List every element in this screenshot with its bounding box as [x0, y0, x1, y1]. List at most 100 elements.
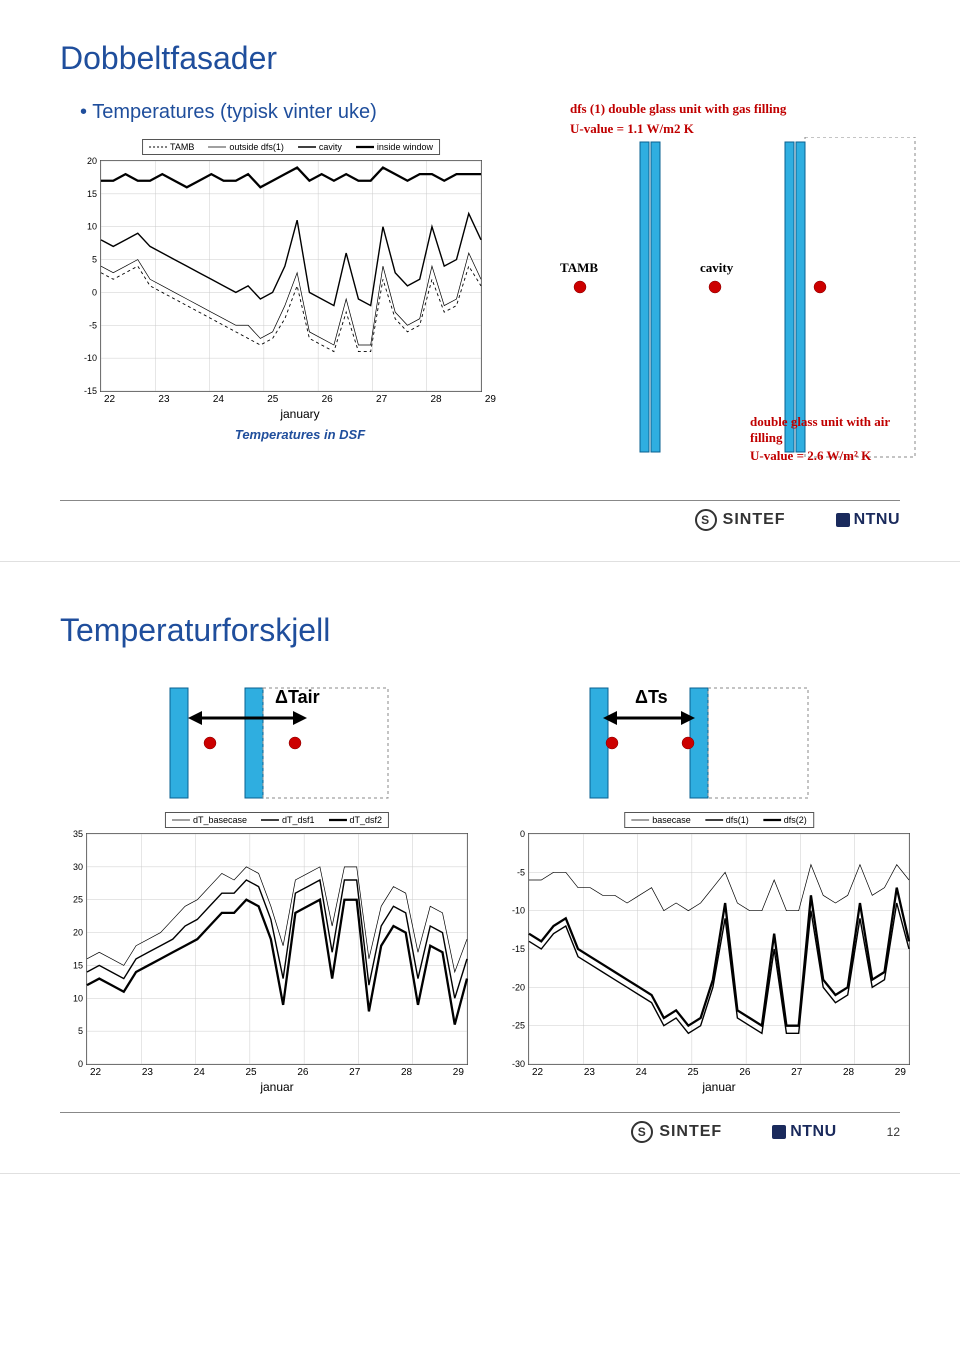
- tair-dot-r: [289, 737, 301, 749]
- chart1: TAMB outside dfs(1) cavity inside window…: [100, 160, 482, 392]
- footer-1: S SINTEF NTNU: [60, 500, 900, 531]
- pane-inner-1: [785, 142, 794, 452]
- dfs-bottom-label: double glass unit with air filling: [750, 414, 920, 446]
- facade-diagram: dfs (1) double glass unit with gas filli…: [520, 101, 920, 482]
- pane-outer-1: [640, 142, 649, 452]
- leg-tamb: TAMB: [149, 142, 194, 152]
- svg-text:35: 35: [73, 829, 83, 839]
- tair-arrow-l: [188, 711, 202, 725]
- svg-text:25: 25: [73, 895, 83, 905]
- svg-text:-15: -15: [512, 944, 525, 954]
- chart2l-xlabel: januar: [86, 1080, 468, 1094]
- slide1-row: Temperatures (typisk vinter uke) tempera…: [60, 101, 900, 482]
- dfs-u1: U-value = 1.1 W/m2 K: [570, 121, 920, 137]
- slide-1: Dobbeltfasader Temperatures (typisk vint…: [0, 0, 960, 562]
- ts-dot-r: [682, 737, 694, 749]
- leg2l-1: dT_dsf1: [261, 815, 315, 825]
- slide2-title: Temperaturforskjell: [60, 612, 900, 649]
- svg-text:-10: -10: [512, 906, 525, 916]
- ts-pane-outer: [590, 688, 608, 798]
- tair-label: ΔTair: [275, 687, 320, 707]
- svg-text:-20: -20: [512, 982, 525, 992]
- dot-cavity: [709, 281, 721, 293]
- tamb-text: TAMB: [560, 260, 598, 275]
- chart1-legend: TAMB outside dfs(1) cavity inside window: [142, 139, 440, 155]
- slide1-left: Temperatures (typisk vinter uke) tempera…: [60, 101, 500, 442]
- chart1-wrap: temperature [°C] TAMB outside dfs(1) cav…: [100, 160, 500, 442]
- leg-inside: inside window: [356, 142, 433, 152]
- leg2l-2: dT_dsf2: [329, 815, 383, 825]
- svg-text:-10: -10: [84, 353, 97, 363]
- leg2r-0: basecase: [631, 815, 691, 825]
- chart1-xlabel: january: [100, 407, 500, 421]
- leg2r-2: dfs(2): [763, 815, 807, 825]
- pane-outer-2: [651, 142, 660, 452]
- tair-pane-outer: [170, 688, 188, 798]
- chart2l-svg: 05101520253035: [87, 834, 467, 1064]
- ts-dot-l: [606, 737, 618, 749]
- chart2r-svg: -30-25-20-15-10-50: [529, 834, 909, 1064]
- dot-tamb: [574, 281, 586, 293]
- svg-text:-5: -5: [517, 867, 525, 877]
- room-outline: [805, 137, 915, 457]
- svg-text:0: 0: [520, 829, 525, 839]
- chart1-svg: -15-10-505101520: [101, 161, 481, 391]
- cavity-text: cavity: [700, 260, 734, 275]
- mini-diagrams: ΔTair ΔTs: [60, 673, 900, 803]
- tair-arrow-r: [293, 711, 307, 725]
- dfs-u2: U-value = 2.6 W/m² K: [750, 448, 920, 464]
- tair-dot-l: [204, 737, 216, 749]
- svg-text:5: 5: [92, 255, 97, 265]
- pane-inner-2: [796, 142, 805, 452]
- svg-text:0: 0: [92, 287, 97, 297]
- slide1-title: Dobbeltfasader: [60, 40, 900, 77]
- tair-pane-inner: [245, 688, 263, 798]
- svg-text:20: 20: [73, 928, 83, 938]
- svg-text:-30: -30: [512, 1059, 525, 1069]
- dot-inside: [814, 281, 826, 293]
- ts-label: ΔTs: [635, 687, 668, 707]
- slide2-charts: temperature difference [K] dT_basecase d…: [60, 833, 900, 1094]
- svg-text:5: 5: [78, 1026, 83, 1036]
- sintef-icon-2: S: [631, 1121, 653, 1143]
- ntnu-icon-2: [772, 1125, 786, 1139]
- svg-text:20: 20: [87, 156, 97, 166]
- sintef-icon: S: [695, 509, 717, 531]
- ntnu-logo-2: NTNU: [772, 1123, 836, 1141]
- slide1-bullet: Temperatures (typisk vinter uke): [80, 101, 500, 124]
- ntnu-logo-1: NTNU: [836, 511, 900, 529]
- chart2l-wrap: temperature difference [K] dT_basecase d…: [86, 833, 468, 1094]
- chart2l-xticks: 2223242526272829: [86, 1065, 468, 1078]
- leg-cavity: cavity: [298, 142, 342, 152]
- svg-text:15: 15: [73, 960, 83, 970]
- sintef-logo-1: S SINTEF: [695, 509, 786, 531]
- chart2r: basecase dfs(1) dfs(2) -30-25-20-15-10-5…: [528, 833, 910, 1065]
- dfs-top-label: dfs (1) double glass unit with gas filli…: [570, 101, 920, 117]
- svg-text:30: 30: [73, 862, 83, 872]
- chart2r-xticks: 2223242526272829: [528, 1065, 910, 1078]
- svg-text:15: 15: [87, 189, 97, 199]
- svg-text:-15: -15: [84, 386, 97, 396]
- ts-room: [708, 688, 808, 798]
- sintef-logo-2: S SINTEF: [631, 1121, 722, 1143]
- page-number: 12: [887, 1125, 900, 1139]
- leg2l-0: dT_basecase: [172, 815, 247, 825]
- footer-2: S SINTEF NTNU 12: [60, 1112, 900, 1143]
- leg-outside: outside dfs(1): [208, 142, 284, 152]
- svg-text:10: 10: [73, 993, 83, 1003]
- chart2r-wrap: surface temperature difference [K] basec…: [528, 833, 910, 1094]
- chart2l-legend: dT_basecase dT_dsf1 dT_dsf2: [165, 812, 389, 828]
- chart1-caption: Temperatures in DSF: [100, 427, 500, 442]
- diag-tair: ΔTair: [140, 673, 400, 803]
- leg2r-1: dfs(1): [705, 815, 749, 825]
- chart2l: dT_basecase dT_dsf1 dT_dsf2 051015202530…: [86, 833, 468, 1065]
- svg-text:-5: -5: [89, 320, 97, 330]
- svg-text:-25: -25: [512, 1021, 525, 1031]
- slide-2: Temperaturforskjell ΔTair ΔTs: [0, 562, 960, 1174]
- chart1-xticks: 2223242526272829: [100, 392, 500, 405]
- ntnu-icon: [836, 513, 850, 527]
- chart2r-legend: basecase dfs(1) dfs(2): [624, 812, 814, 828]
- svg-text:0: 0: [78, 1059, 83, 1069]
- diag-ts: ΔTs: [560, 673, 820, 803]
- svg-text:10: 10: [87, 222, 97, 232]
